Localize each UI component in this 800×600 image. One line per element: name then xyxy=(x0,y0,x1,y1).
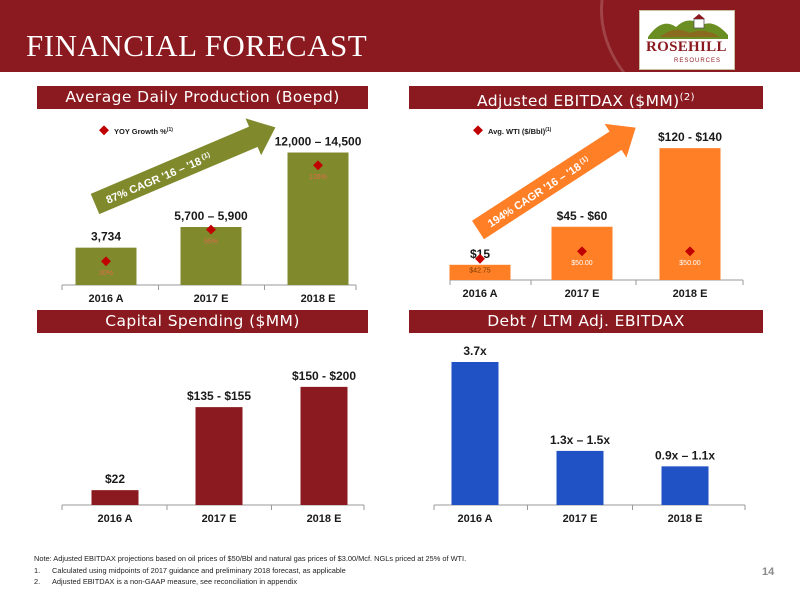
data-label: $45 - $60 xyxy=(557,209,608,223)
marker-label: $50.00 xyxy=(571,260,593,267)
data-label: $135 - $155 xyxy=(187,389,251,403)
data-label: $15 xyxy=(470,247,490,261)
company-logo: ROSEHILL RESOURCES xyxy=(639,10,735,70)
footnote-1: 1. Calculated using midpoints of 2017 gui… xyxy=(34,565,346,575)
leverage-title: Debt / LTM Adj. EBITDAX xyxy=(409,310,763,333)
marker-point xyxy=(206,224,216,235)
bar-3 xyxy=(659,148,721,280)
bar-2 xyxy=(195,407,243,505)
bar-3 xyxy=(287,152,349,285)
marker-label: $42.75 xyxy=(469,267,491,274)
tick-label: 2016 A xyxy=(97,513,132,525)
logo-subtitle: RESOURCES xyxy=(674,58,722,64)
bar-1 xyxy=(75,247,137,285)
tick-label: 2017 E xyxy=(563,513,598,525)
marker-point xyxy=(577,246,587,257)
tick-label: 2017 E xyxy=(565,288,600,300)
tick-label: 2018 E xyxy=(301,293,336,305)
data-label: 5,700 – 5,900 xyxy=(174,209,248,223)
bar-2 xyxy=(180,227,242,285)
legend-label: Avg. WTI ($/Bbl)(1) xyxy=(488,127,552,136)
data-label: 0.9x – 1.1x xyxy=(655,448,715,462)
bar-1 xyxy=(451,362,499,505)
annotation-label: 87% CAGR '16 – '18 (1) xyxy=(104,151,213,206)
legend-marker xyxy=(473,125,483,136)
footnote-note: Note: Adjusted EBITDAX projections based… xyxy=(34,554,467,563)
marker-point xyxy=(313,160,323,171)
marker-point xyxy=(101,256,111,267)
tick-label: 2016 A xyxy=(457,513,492,525)
marker-label: $50.00 xyxy=(679,260,701,267)
arrow-shape xyxy=(472,123,636,240)
data-label: $120 - $140 xyxy=(658,130,722,144)
tick-label: 2017 E xyxy=(202,513,237,525)
data-label: 3,734 xyxy=(91,230,121,244)
tick-label: 2017 E xyxy=(194,293,229,305)
capex-title: Capital Spending ($MM) xyxy=(37,310,368,333)
tick-label: 2018 E xyxy=(668,513,703,525)
marker-label: 55% xyxy=(204,238,218,245)
legend-label: YOY Growth %(1) xyxy=(114,127,173,136)
footnote-2: 2. Adjusted EBITDAX is a non-GAAP measure… xyxy=(34,577,298,586)
marker-point xyxy=(475,253,485,264)
data-label: $150 - $200 xyxy=(292,369,356,383)
tick-label: 2018 E xyxy=(307,513,342,525)
logo-wordmark: ROSEHILL xyxy=(646,39,727,55)
page-title: FINANCIAL FORECAST xyxy=(26,28,368,63)
legend-marker xyxy=(99,125,109,136)
arrow-shape xyxy=(90,118,276,215)
production-title: Average Daily Production (Boepd) xyxy=(37,86,368,109)
tick-label: 2016 A xyxy=(88,293,123,305)
tick-label: 2016 A xyxy=(462,288,497,300)
marker-label: 20% xyxy=(99,270,113,277)
data-label: 1.3x – 1.5x xyxy=(550,433,610,447)
bar-3 xyxy=(661,466,709,505)
bar-1 xyxy=(449,264,511,280)
tick-label: 2018 E xyxy=(673,288,708,300)
bar-1 xyxy=(91,490,139,505)
data-label: $22 xyxy=(105,472,125,486)
data-label: 3.7x xyxy=(463,344,487,358)
logo-landscape-icon xyxy=(648,14,728,39)
marker-label: 126% xyxy=(309,174,327,181)
page-number: 14 xyxy=(762,566,775,578)
footnotes: Note: Adjusted EBITDAX projections based… xyxy=(34,553,466,588)
data-label: 12,000 – 14,500 xyxy=(275,135,362,149)
bar-2 xyxy=(556,450,604,505)
ebitdax-title: Adjusted EBITDAX ($MM)(2) xyxy=(409,86,763,110)
bar-3 xyxy=(300,386,348,505)
marker-point xyxy=(685,246,695,257)
